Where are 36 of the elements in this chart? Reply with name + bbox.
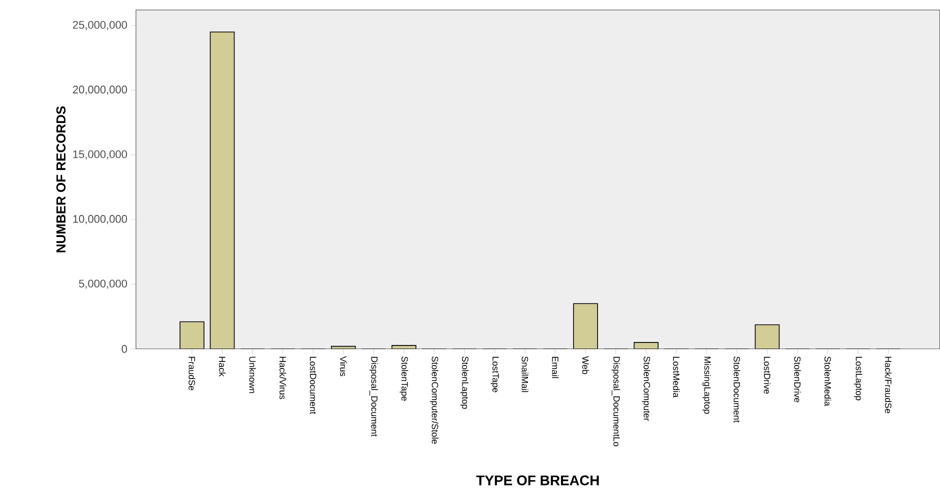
x-tick-label: Hack/FraudSe bbox=[885, 356, 892, 414]
x-tick-label: StolenTape bbox=[400, 356, 408, 401]
x-tick-label: Disposal_Document bbox=[369, 356, 378, 437]
x-tick-label: SnailMail bbox=[522, 356, 528, 392]
x-tick-label: LostMedia bbox=[673, 356, 680, 398]
x-tick-label: Email bbox=[552, 356, 559, 378]
x-tick-label: LostLaptop bbox=[854, 356, 862, 400]
x-tick-label: Unknown bbox=[249, 356, 256, 394]
x-tick-label: StolenComputer bbox=[642, 356, 650, 422]
y-tick-label: 0 bbox=[122, 345, 128, 353]
bar bbox=[755, 324, 780, 349]
bar bbox=[180, 322, 204, 349]
x-tick-label: Hack/Virus bbox=[280, 356, 286, 400]
x-tick-label: Web bbox=[582, 356, 589, 374]
y-axis-title: NUMBER OF RECORDS bbox=[56, 106, 66, 252]
x-tick-label: Virus bbox=[340, 356, 347, 376]
x-tick-label: FraudSe bbox=[188, 356, 196, 390]
y-tick-label: 10,000,000 bbox=[73, 215, 127, 224]
x-axis-title: TYPE OF BREACH bbox=[476, 475, 599, 486]
y-tick-label: 5,000,000 bbox=[78, 280, 127, 289]
x-tick-label: StolenComputer/Stole bbox=[430, 356, 438, 444]
y-tick-label: 25,000,000 bbox=[72, 21, 127, 30]
x-tick-label: Hack bbox=[218, 356, 226, 377]
x-tick-label: StolenLaptop bbox=[460, 356, 469, 409]
x-tick-label: StolenMedia bbox=[824, 356, 832, 406]
x-tick-label: Disposal_DocumentLo bbox=[612, 356, 620, 446]
bar bbox=[210, 32, 234, 349]
bar bbox=[574, 304, 598, 349]
x-tick-label: MissingLaptop bbox=[702, 356, 711, 414]
y-tick-label: 20,000,000 bbox=[72, 86, 127, 95]
x-tick-label: StolenDrive bbox=[794, 356, 801, 402]
x-tick-label: LostTape bbox=[490, 356, 499, 392]
x-tick-label: LostDrive bbox=[764, 356, 771, 394]
x-tick-label: LostDocument bbox=[310, 356, 316, 414]
x-tick-label: StolenDocument bbox=[734, 356, 740, 423]
y-tick-label: 15,000,000 bbox=[73, 150, 127, 160]
